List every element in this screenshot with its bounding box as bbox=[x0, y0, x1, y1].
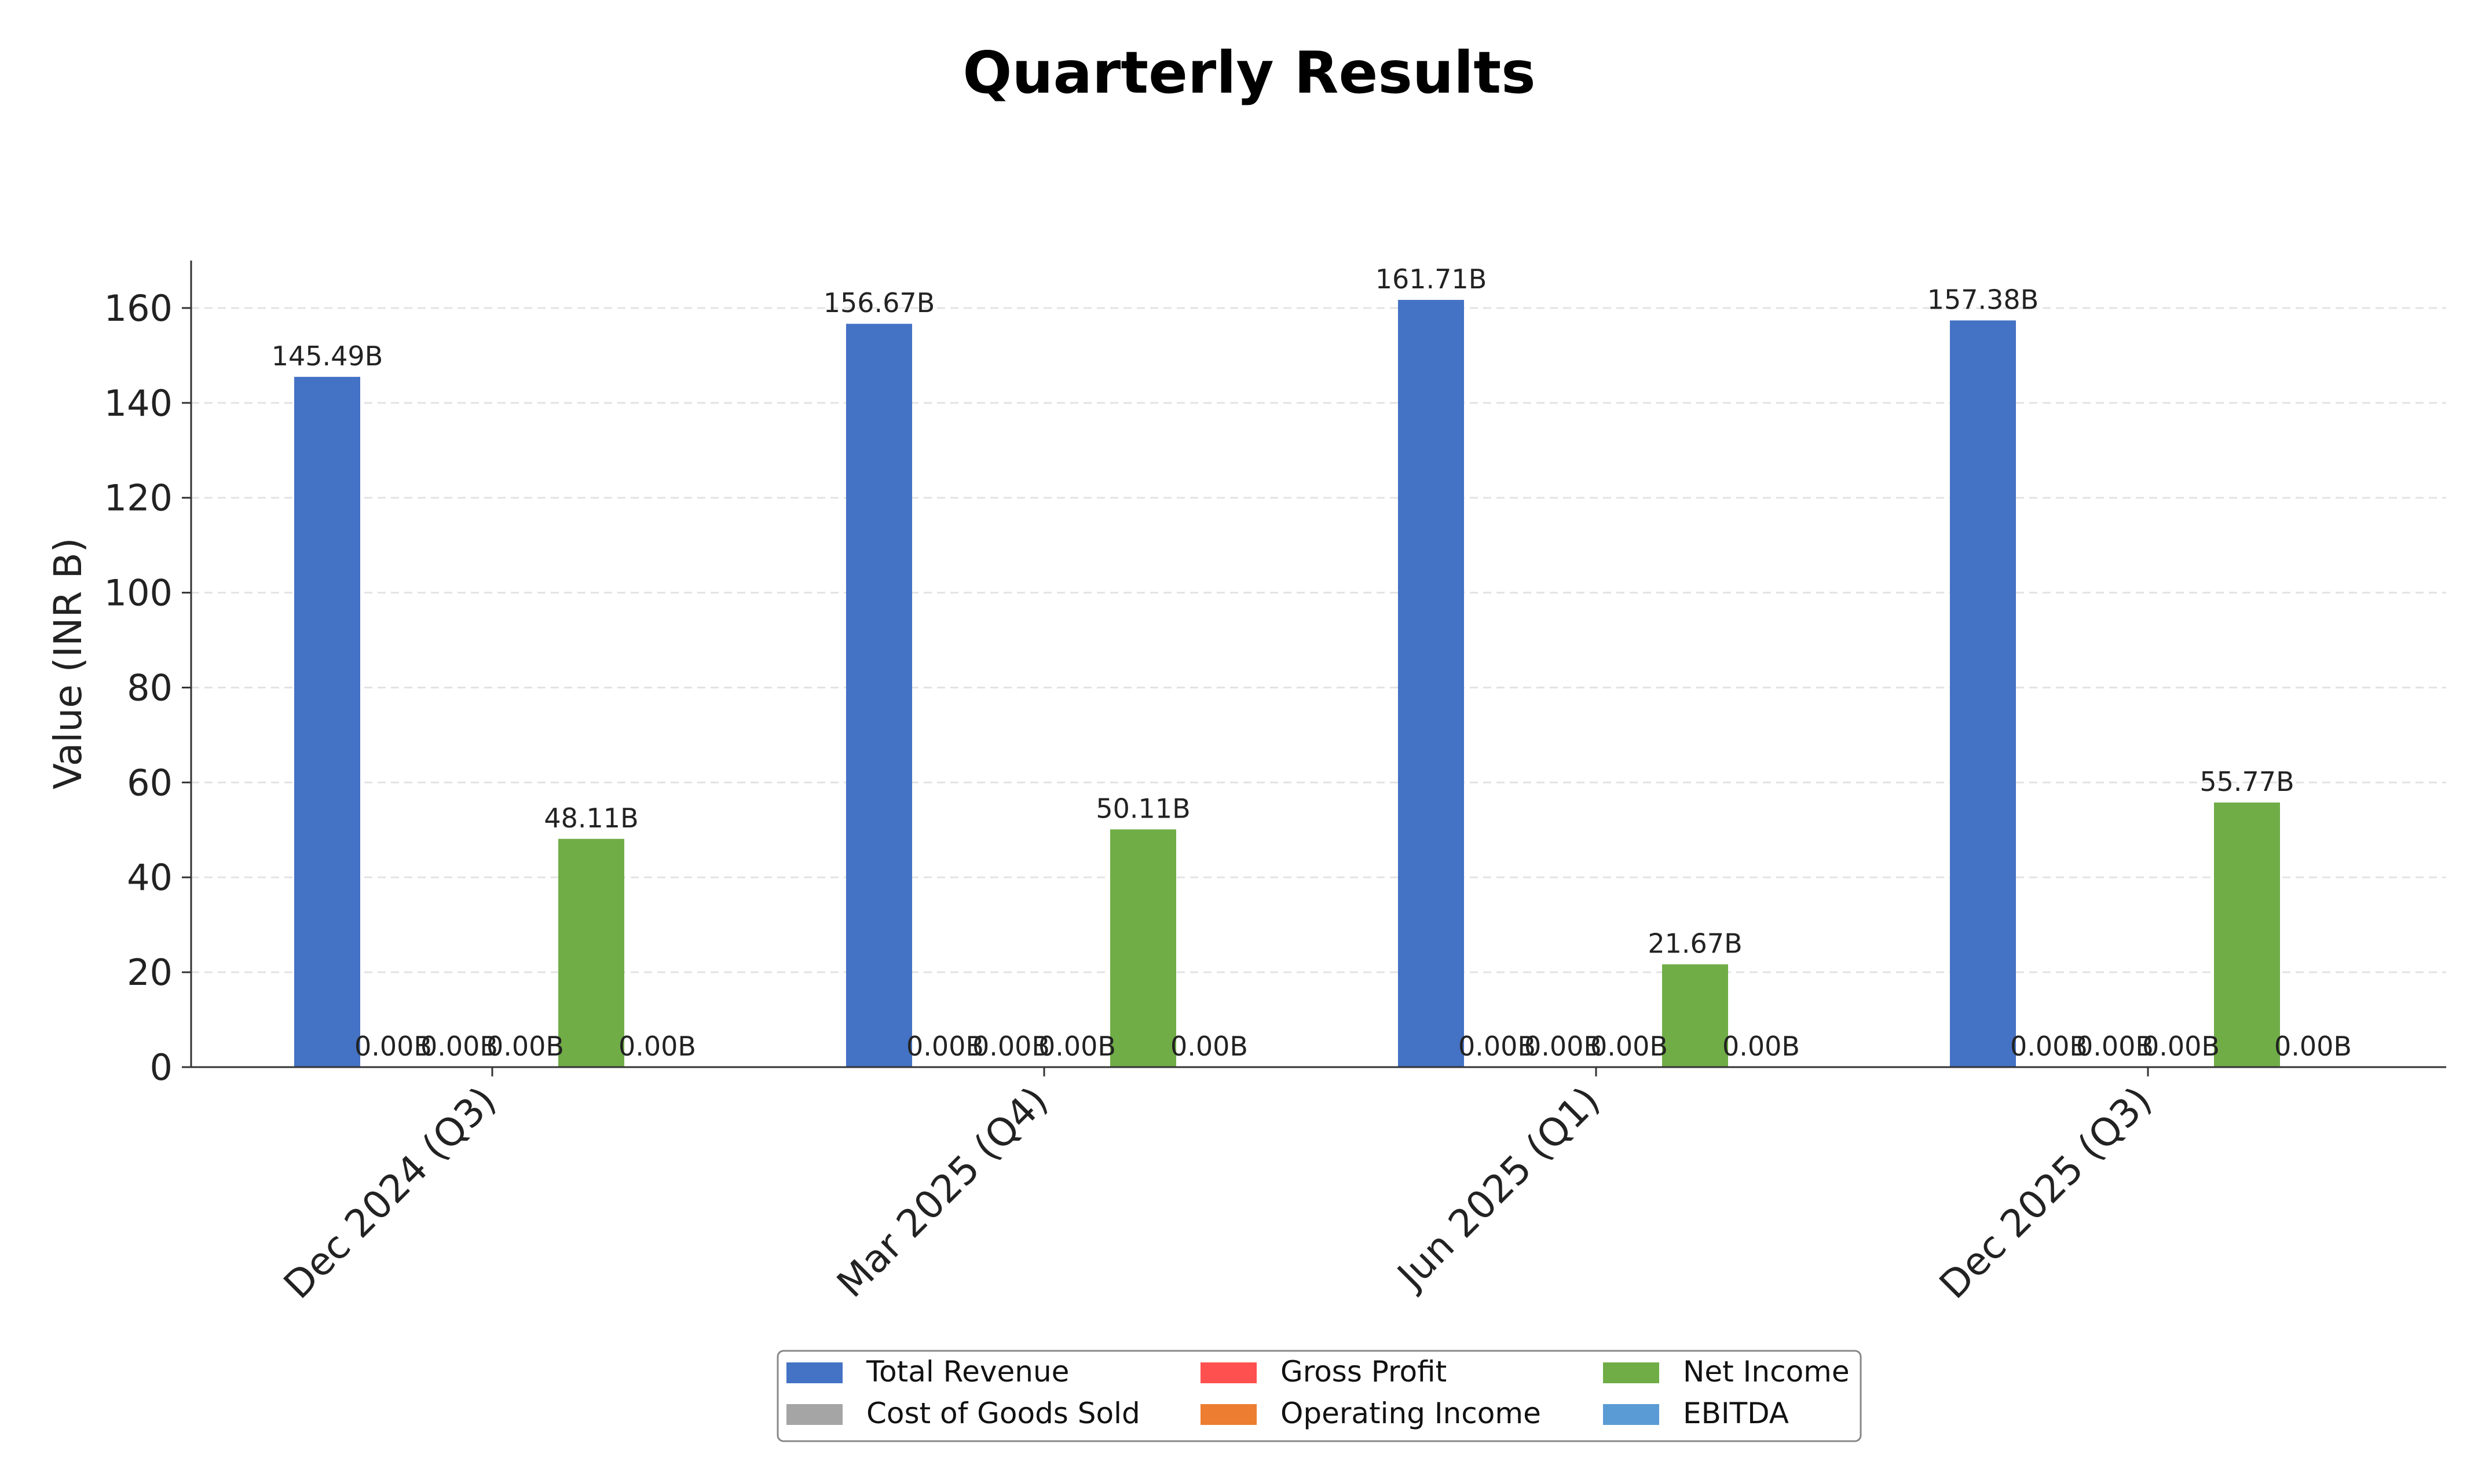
y-tick-label: 160 bbox=[104, 287, 173, 329]
bar-value-label: 0.00B bbox=[1524, 1031, 1602, 1062]
bar-value-label: 55.77B bbox=[2199, 766, 2294, 797]
legend-swatch bbox=[786, 1362, 843, 1383]
bar-value-labels: 145.49B0.00B0.00B0.00B48.11B0.00B156.67B… bbox=[272, 263, 2352, 1062]
y-tick-label: 0 bbox=[150, 1046, 173, 1089]
legend-swatch bbox=[786, 1404, 843, 1425]
bar-value-label: 21.67B bbox=[1648, 928, 1742, 959]
bar-value-label: 0.00B bbox=[972, 1031, 1050, 1062]
bar bbox=[558, 838, 624, 1067]
x-tick-label: Dec 2025 (Q3) bbox=[1931, 1078, 2160, 1307]
bar-value-label: 0.00B bbox=[2274, 1031, 2352, 1062]
legend-swatch bbox=[1201, 1362, 1257, 1383]
legend-label: Operating Income bbox=[1280, 1397, 1541, 1430]
y-tick-label: 80 bbox=[127, 666, 173, 709]
legend-label: Cost of Goods Sold bbox=[866, 1397, 1140, 1430]
legend-item: Operating Income bbox=[1201, 1397, 1541, 1430]
bar-value-label: 0.00B bbox=[1038, 1031, 1116, 1062]
bar-value-label: 0.00B bbox=[1458, 1031, 1536, 1062]
bar-value-label: 0.00B bbox=[1170, 1031, 1248, 1062]
bar bbox=[1662, 964, 1728, 1067]
bar-value-label: 0.00B bbox=[420, 1031, 498, 1062]
bar-value-label: 0.00B bbox=[906, 1031, 984, 1062]
legend-label: Total Revenue bbox=[866, 1355, 1069, 1388]
x-tick-label: Jun 2025 (Q1) bbox=[1388, 1078, 1608, 1299]
bar-value-label: 50.11B bbox=[1096, 793, 1190, 824]
grid-lines bbox=[191, 307, 2446, 973]
y-tick-label: 100 bbox=[104, 572, 173, 614]
bar-value-label: 0.00B bbox=[2142, 1031, 2220, 1062]
bar-value-label: 0.00B bbox=[2010, 1031, 2088, 1062]
legend-swatch bbox=[1603, 1362, 1659, 1383]
bar-value-label: 0.00B bbox=[2076, 1031, 2154, 1062]
bar-value-label: 0.00B bbox=[486, 1031, 564, 1062]
legend: Total Revenue Cost of Goods Sold Gross Pro… bbox=[777, 1350, 1862, 1442]
bar bbox=[294, 376, 360, 1067]
bar-value-label: 145.49B bbox=[272, 340, 383, 372]
legend-item: EBITDA bbox=[1603, 1397, 1789, 1430]
bars bbox=[294, 299, 2280, 1068]
bar bbox=[2214, 803, 2280, 1067]
bar bbox=[1110, 829, 1176, 1067]
bar-value-label: 0.00B bbox=[1722, 1031, 1800, 1062]
legend-item: Cost of Goods Sold bbox=[786, 1397, 1140, 1430]
legend-box bbox=[777, 1350, 1862, 1442]
bar-value-label: 161.71B bbox=[1375, 263, 1487, 295]
bar-value-label: 156.67B bbox=[824, 287, 935, 318]
legend-label: Gross Profit bbox=[1280, 1355, 1447, 1388]
legend-item: Net Income bbox=[1603, 1355, 1850, 1388]
x-tick-label: Mar 2025 (Q4) bbox=[829, 1078, 1057, 1306]
bar bbox=[846, 324, 912, 1068]
bar-value-label: 48.11B bbox=[544, 803, 638, 834]
legend-swatch bbox=[1603, 1404, 1659, 1425]
bar-value-label: 0.00B bbox=[1590, 1031, 1668, 1062]
y-tick-label: 60 bbox=[127, 761, 173, 804]
bar bbox=[1950, 320, 2016, 1067]
y-tick-label: 140 bbox=[104, 382, 173, 424]
axes: 0 20 40 60 80 100 120 140 160 Dec 2024 (Q3) Mar 20… bbox=[104, 261, 2446, 1307]
y-tick-label: 120 bbox=[104, 477, 173, 519]
legend-item: Gross Profit bbox=[1201, 1355, 1447, 1388]
legend-label: EBITDA bbox=[1683, 1397, 1789, 1430]
chart-title: Quarterly Results bbox=[962, 39, 1535, 107]
bar-value-label: 0.00B bbox=[354, 1031, 432, 1062]
y-tick-label: 40 bbox=[127, 856, 173, 899]
legend-swatch bbox=[1201, 1404, 1257, 1425]
bar bbox=[1398, 299, 1464, 1068]
y-axis-label: Value (INR B) bbox=[46, 538, 90, 790]
legend-label: Net Income bbox=[1683, 1355, 1850, 1388]
legend-item: Total Revenue bbox=[786, 1355, 1069, 1388]
bar-value-label: 0.00B bbox=[618, 1031, 696, 1062]
bar-value-label: 157.38B bbox=[1927, 284, 2039, 315]
x-tick-label: Dec 2024 (Q3) bbox=[275, 1078, 504, 1307]
y-tick-label: 20 bbox=[127, 951, 173, 994]
